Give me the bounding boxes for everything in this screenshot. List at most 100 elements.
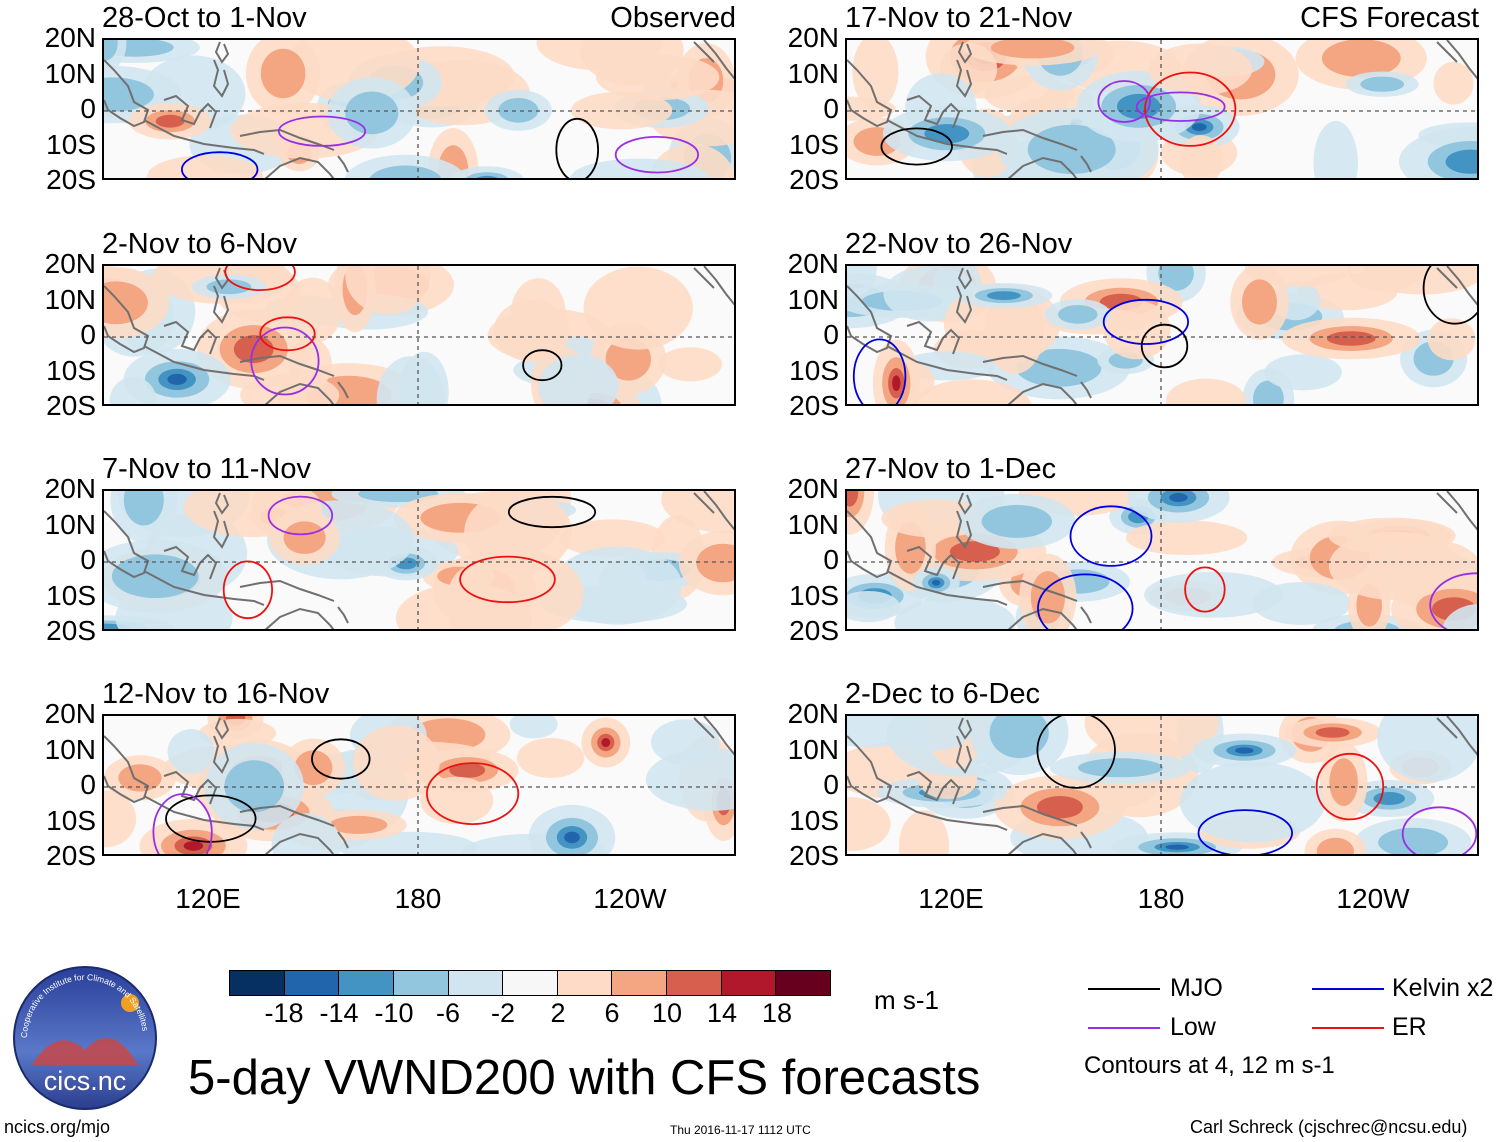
- coastline: [1007, 832, 1078, 854]
- anomaly-blob: [167, 729, 215, 775]
- wave-contour: [181, 151, 259, 178]
- anomaly-blob: [955, 283, 1053, 309]
- anomaly-blob: [464, 491, 572, 575]
- anomaly-blob: [1284, 717, 1382, 748]
- anomaly-blob: [583, 266, 693, 350]
- colorbar-tick: -18: [264, 998, 304, 1028]
- coastline: [214, 717, 230, 740]
- coastline: [957, 267, 973, 290]
- colorbar-tick: -6: [435, 998, 460, 1028]
- coastline: [1007, 156, 1078, 178]
- coastline: [337, 381, 349, 399]
- y-tick-label: 20N: [44, 698, 96, 729]
- anomaly-blob: [420, 776, 494, 825]
- map-panel: [845, 489, 1479, 631]
- wave-contour: [1429, 572, 1477, 629]
- anomaly-blob: [1354, 818, 1472, 854]
- coastline: [214, 492, 230, 515]
- colorbar-tick: -2: [490, 998, 515, 1028]
- map-panel-svg: [847, 491, 1477, 629]
- coastline: [1436, 717, 1458, 739]
- map-panel-svg: [847, 266, 1477, 404]
- legend-label-low: Low: [1170, 1013, 1216, 1041]
- panel-period-title: 7-Nov to 11-Nov: [102, 453, 311, 485]
- anomaly-blob: [661, 491, 734, 534]
- coastline: [1436, 492, 1458, 514]
- coastline: [1080, 831, 1092, 849]
- coastline: [982, 804, 1078, 827]
- coastline: [163, 94, 218, 129]
- y-tick-label: 0: [823, 93, 839, 124]
- anomaly-blob: [104, 267, 170, 339]
- colorbar-swatch: [393, 971, 449, 995]
- anomaly-blob: [245, 40, 321, 115]
- wave-contour: [250, 326, 320, 396]
- y-tick-label: 20S: [46, 164, 96, 195]
- y-tick-label: 0: [823, 544, 839, 575]
- coastline: [212, 510, 230, 549]
- anomaly-blob: [559, 519, 666, 557]
- anomaly-blob: [123, 349, 231, 404]
- anomaly-blob: [493, 299, 571, 362]
- coastline: [1436, 267, 1458, 289]
- anomaly-blob: [1166, 378, 1246, 404]
- anomaly-blob: [894, 596, 1016, 629]
- anomaly-blob: [283, 277, 342, 344]
- x-tick-label: 120W: [593, 883, 667, 914]
- wave-contour: [152, 793, 213, 854]
- coastline: [104, 59, 150, 128]
- wave-contour: [222, 560, 273, 620]
- colorbar-tick: 14: [706, 998, 738, 1028]
- colorbar-units: m s-1: [874, 985, 939, 1015]
- anomaly-blob: [1125, 520, 1248, 555]
- map-panel: [102, 38, 736, 180]
- coastline: [239, 579, 335, 602]
- wave-contour: [555, 117, 599, 178]
- legend-label-er: ER: [1392, 1013, 1427, 1041]
- anomaly-blob: [528, 804, 616, 854]
- coastline: [906, 320, 961, 355]
- coastline: [693, 492, 715, 514]
- coastline: [847, 735, 893, 804]
- anomaly-blob: [327, 77, 417, 149]
- y-tick-label: 10S: [789, 354, 839, 386]
- anomaly-blob: [1049, 751, 1192, 784]
- panel-period-title: 17-Nov to 21-Nov: [845, 2, 1073, 34]
- anomaly-blob: [1433, 61, 1474, 105]
- y-tick-label: 0: [823, 769, 839, 800]
- coastline: [847, 59, 893, 128]
- y-tick-label: 0: [80, 93, 96, 124]
- panel-period-title: 28-Oct to 1-Nov: [102, 2, 307, 34]
- colorbar-tick: 18: [761, 998, 793, 1028]
- anomaly-blob: [1442, 604, 1477, 629]
- coastline: [1007, 382, 1078, 404]
- coastline: [1446, 40, 1477, 80]
- y-tick-label: 20S: [789, 390, 839, 421]
- anomaly-blob: [570, 158, 709, 178]
- colorbar-swatch: [448, 971, 504, 995]
- map-panel-svg: [104, 266, 734, 404]
- y-tick-label: 10N: [787, 508, 839, 540]
- coastline: [163, 770, 218, 805]
- anomaly-blob: [344, 154, 467, 178]
- colorbar-swatch: [284, 971, 340, 995]
- coastline: [163, 320, 218, 355]
- coastline: [693, 717, 715, 739]
- footer-author: Carl Schreck (cjschrec@ncsu.edu): [1190, 1117, 1468, 1137]
- anomaly-blob: [269, 510, 340, 565]
- wave-contour: [1135, 91, 1226, 122]
- wave-contour: [1184, 566, 1226, 613]
- contour-note: Contours at 4, 12 m s-1: [1084, 1052, 1335, 1079]
- footer-timestamp: Thu 2016-11-17 1112 UTC: [670, 1123, 811, 1137]
- anomaly-blob: [852, 40, 899, 110]
- coastline: [143, 570, 265, 606]
- wave-contour: [1140, 323, 1189, 369]
- wave-contour: [1102, 298, 1189, 345]
- anomaly-blob: [104, 755, 177, 801]
- legend-label-kelvin: Kelvin x2: [1392, 974, 1494, 1002]
- anomaly-blob: [376, 356, 445, 404]
- wave-contour: [311, 738, 371, 780]
- anomaly-blob: [1230, 266, 1289, 340]
- wave-contour: [880, 127, 953, 166]
- colorbar-tick: 10: [651, 998, 683, 1028]
